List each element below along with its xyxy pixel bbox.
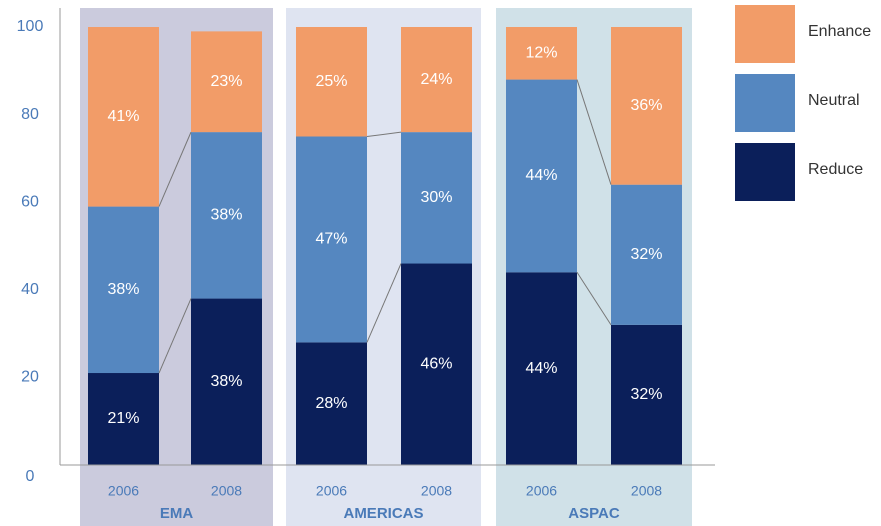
value-label: 47% <box>315 231 347 248</box>
value-label: 38% <box>210 373 242 390</box>
bar-segment <box>611 184 682 325</box>
group-label: ASPAC <box>568 505 620 522</box>
connector <box>366 263 402 343</box>
value-label: 24% <box>420 71 452 88</box>
bar-segment <box>191 132 262 299</box>
value-label: 44% <box>525 167 557 184</box>
bar-segment <box>506 79 577 273</box>
legend-label: Neutral <box>808 92 860 109</box>
x-tick-label: 2008 <box>211 483 242 499</box>
legend-label: Enhance <box>808 23 871 40</box>
x-tick-label: 2008 <box>421 483 452 499</box>
y-tick-label: 60 <box>21 193 39 210</box>
legend-label: Reduce <box>808 161 863 178</box>
bar-segment <box>506 272 577 465</box>
value-label: 23% <box>210 73 242 90</box>
bar-segment <box>88 206 159 374</box>
value-label: 28% <box>315 395 347 412</box>
x-tick-label: 2006 <box>526 483 557 499</box>
legend-swatch <box>735 74 795 132</box>
value-label: 25% <box>315 73 347 90</box>
value-label: 46% <box>420 355 452 372</box>
bar-segment <box>401 132 472 264</box>
connector <box>576 79 612 185</box>
bar-segment <box>506 27 577 80</box>
y-tick-label: 20 <box>21 369 39 386</box>
x-tick-label: 2006 <box>316 483 347 499</box>
group-label: AMERICAS <box>343 505 423 522</box>
value-label: 36% <box>630 97 662 114</box>
bar-segment <box>296 342 367 465</box>
value-label: 21% <box>107 410 139 427</box>
bar-segment <box>191 298 262 465</box>
bar-segment <box>611 27 682 185</box>
legend-swatch <box>735 5 795 63</box>
group-label: EMA <box>160 505 194 522</box>
x-tick-label: 2006 <box>108 483 139 499</box>
connector <box>158 131 192 207</box>
y-tick-label: 80 <box>21 106 39 123</box>
value-label: 12% <box>525 44 557 61</box>
bar-segment <box>88 373 159 465</box>
value-label: 30% <box>420 189 452 206</box>
connector <box>158 298 192 374</box>
bar-segment <box>296 27 367 137</box>
y-tick-label: 0 <box>26 468 35 485</box>
bar-segment <box>401 263 472 465</box>
legend-swatch <box>735 143 795 201</box>
x-tick-label: 2008 <box>631 483 662 499</box>
bar-segment <box>296 136 367 343</box>
value-label: 41% <box>107 108 139 125</box>
value-label: 32% <box>630 246 662 263</box>
connector <box>366 131 402 137</box>
bar-segment <box>611 324 682 465</box>
value-label: 38% <box>210 207 242 224</box>
bar-segment <box>401 27 472 133</box>
bar-segment <box>88 27 159 207</box>
value-label: 38% <box>107 281 139 298</box>
value-label: 44% <box>525 360 557 377</box>
y-tick-label: 100 <box>17 18 44 35</box>
bar-segment <box>191 31 262 133</box>
connector <box>576 272 612 326</box>
y-tick-label: 40 <box>21 281 39 298</box>
value-label: 32% <box>630 386 662 403</box>
